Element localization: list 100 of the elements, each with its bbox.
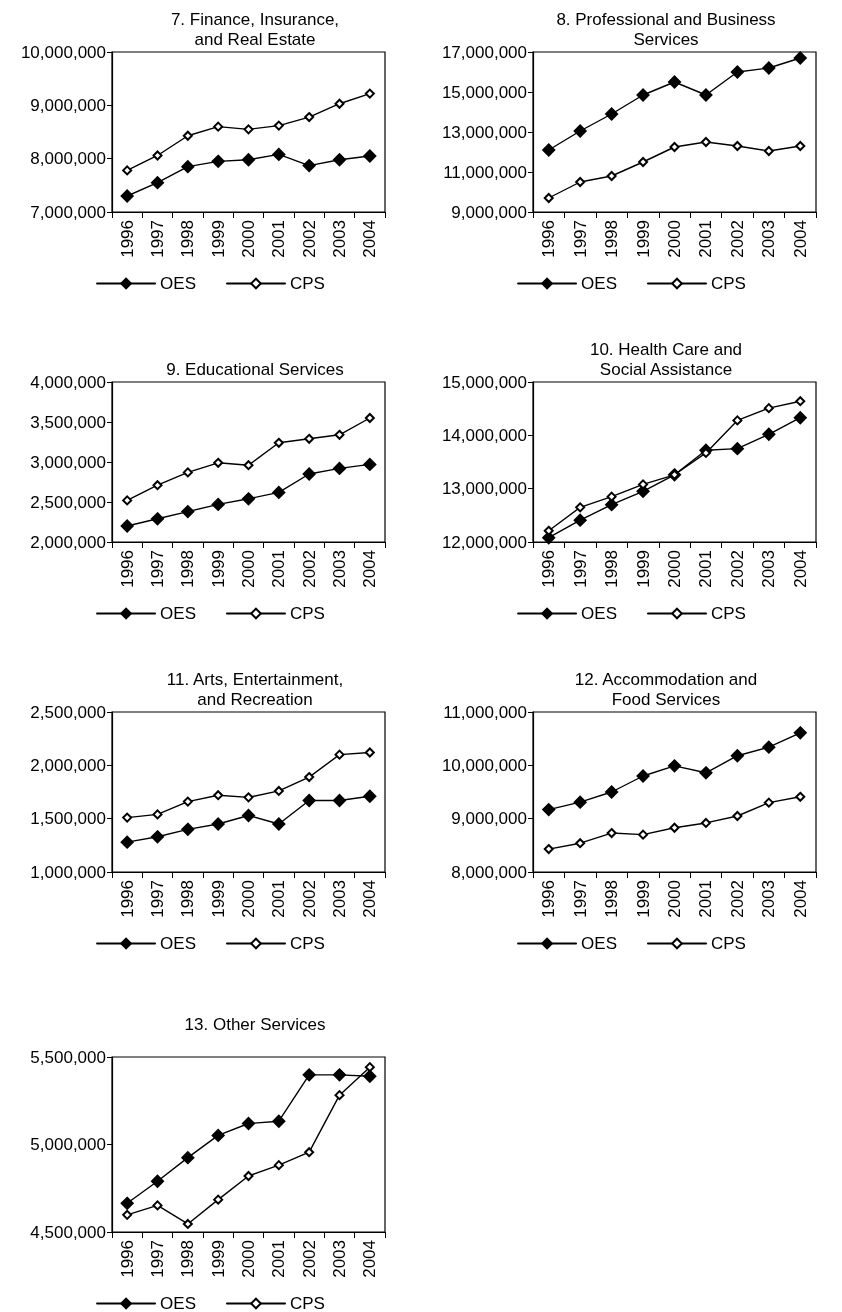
y-tick-label: 9,000,000 <box>451 809 527 829</box>
y-tick-label: 7,000,000 <box>30 202 106 222</box>
x-tick-label: 1999 <box>208 550 228 588</box>
x-tick-label: 2001 <box>696 550 716 588</box>
chart-title: 10. Health Care and Social Assistance <box>589 339 743 379</box>
x-tick-label: 1996 <box>539 220 559 258</box>
x-tick-label: 2004 <box>790 550 810 588</box>
x-tick-label: 1998 <box>602 880 622 918</box>
x-tick-label: 2003 <box>330 1240 349 1278</box>
x-tick-label: 1998 <box>602 550 622 588</box>
y-tick-label: 13,000,000 <box>441 479 527 499</box>
x-tick-label: 2003 <box>759 550 779 588</box>
x-tick-label: 1996 <box>117 1240 137 1278</box>
x-tick-label: 2004 <box>790 220 810 258</box>
y-tick-label: 1,500,000 <box>30 809 106 829</box>
x-tick-label: 1998 <box>178 880 198 918</box>
x-tick-label: 1999 <box>633 550 653 588</box>
x-tick-label: 2001 <box>269 220 289 258</box>
chart-title: 8. Professional and Business Services <box>556 9 776 49</box>
x-tick-label: 2001 <box>269 880 289 918</box>
legend-label: CPS <box>710 274 746 293</box>
y-tick-label: 4,000,000 <box>30 372 106 392</box>
y-tick-label: 10,000,000 <box>20 42 106 62</box>
x-tick-label: 1997 <box>148 1240 167 1278</box>
y-tick-label: 5,000,000 <box>30 1135 106 1154</box>
x-tick-label: 2002 <box>299 1240 319 1278</box>
x-tick-label: 1999 <box>633 220 653 258</box>
x-tick-label: 2004 <box>360 220 380 258</box>
legend-label: OES <box>160 604 196 623</box>
x-tick-label: 2001 <box>269 1240 289 1278</box>
y-tick-label: 15,000,000 <box>441 372 527 392</box>
legend-label: OES <box>160 934 196 953</box>
x-tick-label: 2000 <box>239 550 258 588</box>
x-tick-label: 2003 <box>330 880 349 918</box>
y-tick-label: 5,500,000 <box>30 1047 106 1067</box>
x-tick-label: 1998 <box>602 220 622 258</box>
x-tick-label: 2004 <box>360 550 380 588</box>
x-tick-label: 2003 <box>330 550 349 588</box>
y-tick-label: 2,500,000 <box>30 492 106 512</box>
legend-label: CPS <box>289 934 325 953</box>
x-tick-label: 1997 <box>148 880 167 918</box>
x-tick-label: 1997 <box>570 220 590 258</box>
legend-label: OES <box>581 934 617 953</box>
x-tick-label: 2003 <box>759 220 779 258</box>
x-tick-label: 2004 <box>790 880 810 918</box>
x-tick-label: 1996 <box>117 550 137 588</box>
y-tick-label: 12,000,000 <box>441 532 527 552</box>
y-tick-label: 11,000,000 <box>443 702 527 722</box>
y-tick-label: 2,000,000 <box>30 532 106 552</box>
x-tick-label: 1996 <box>117 880 137 918</box>
x-tick-label: 1998 <box>178 1240 198 1278</box>
chart-title: 11. Arts, Entertainment, and Recreation <box>166 669 344 709</box>
x-tick-label: 2003 <box>759 880 779 918</box>
y-tick-label: 4,500,000 <box>30 1222 106 1242</box>
x-tick-label: 2002 <box>727 880 747 918</box>
y-tick-label: 3,500,000 <box>30 412 106 432</box>
legend-label: OES <box>581 604 617 623</box>
x-tick-label: 1999 <box>633 880 653 918</box>
x-tick-label: 2001 <box>696 220 716 258</box>
x-tick-label: 2001 <box>269 550 289 588</box>
x-tick-label: 1997 <box>570 550 590 588</box>
x-tick-label: 2002 <box>299 550 319 588</box>
x-tick-label: 1997 <box>148 220 167 258</box>
legend-label: CPS <box>289 604 325 623</box>
x-tick-label: 1996 <box>539 550 559 588</box>
x-tick-label: 1999 <box>208 1240 228 1278</box>
y-tick-label: 2,500,000 <box>30 702 106 722</box>
y-tick-label: 14,000,000 <box>441 425 527 445</box>
x-tick-label: 1999 <box>208 880 228 918</box>
legend-label: CPS <box>710 604 746 623</box>
x-tick-label: 2000 <box>239 880 258 918</box>
x-tick-label: 2000 <box>239 1240 258 1278</box>
y-tick-label: 13,000,000 <box>441 122 527 142</box>
legend-label: OES <box>160 1294 196 1312</box>
y-tick-label: 9,000,000 <box>451 202 527 222</box>
x-tick-label: 1997 <box>570 880 590 918</box>
x-tick-label: 2002 <box>299 220 319 258</box>
x-tick-label: 1996 <box>117 220 137 258</box>
x-tick-label: 2000 <box>239 220 258 258</box>
chart-title: 13. Other Services <box>184 1014 326 1034</box>
y-tick-label: 8,000,000 <box>451 862 527 882</box>
y-tick-label: 10,000,000 <box>441 755 527 775</box>
x-tick-label: 1997 <box>148 550 167 588</box>
x-tick-label: 2004 <box>360 1240 380 1278</box>
x-tick-label: 1999 <box>208 220 228 258</box>
x-tick-label: 2002 <box>299 880 319 918</box>
chart-title: 9. Educational Services <box>166 359 344 379</box>
x-tick-label: 2002 <box>727 220 747 258</box>
x-tick-label: 2000 <box>665 880 684 918</box>
y-tick-label: 11,000,000 <box>443 162 527 182</box>
y-tick-label: 3,000,000 <box>30 452 106 472</box>
x-tick-label: 2002 <box>727 550 747 588</box>
legend-label: CPS <box>289 274 325 293</box>
y-tick-label: 8,000,000 <box>30 149 106 169</box>
x-tick-label: 1998 <box>178 550 198 588</box>
y-tick-label: 1,000,000 <box>30 862 106 882</box>
x-tick-label: 1998 <box>178 220 198 258</box>
legend-label: CPS <box>289 1294 325 1312</box>
y-tick-label: 17,000,000 <box>441 42 527 62</box>
chart-title: 12. Accommodation and Food Services <box>574 669 758 709</box>
